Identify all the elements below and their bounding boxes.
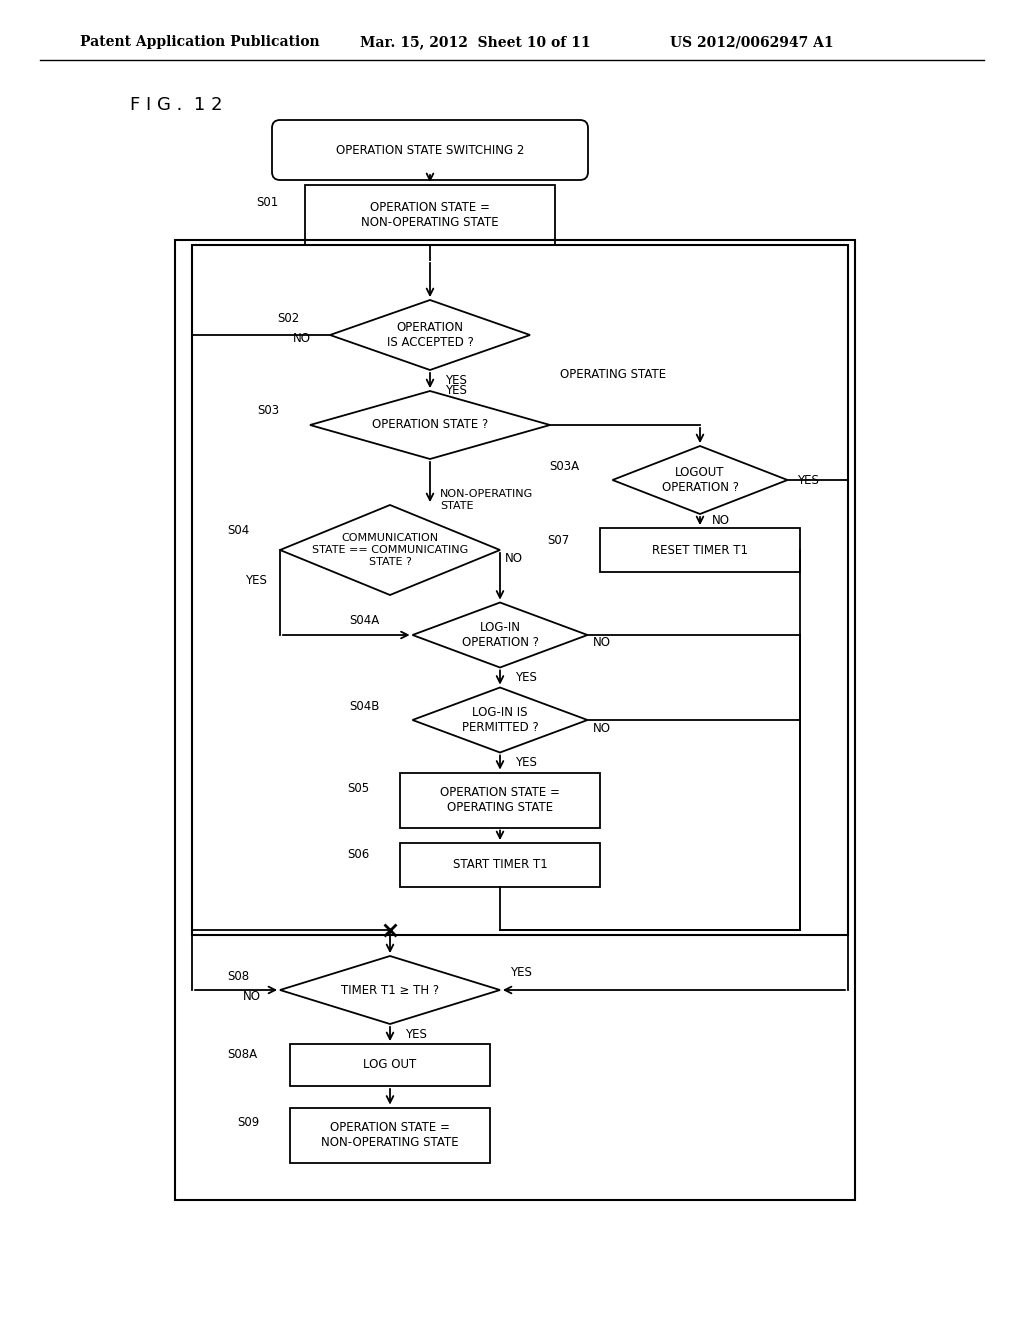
Text: YES: YES [445,384,467,397]
Text: OPERATION STATE =
OPERATING STATE: OPERATION STATE = OPERATING STATE [440,785,560,814]
Bar [400,843,600,887]
Bar [600,528,800,572]
Text: YES: YES [406,1027,427,1040]
Bar [175,240,855,1200]
Text: YES: YES [515,671,537,684]
Text: S01: S01 [256,197,279,210]
Bar [290,1044,490,1086]
Text: LOG-IN
OPERATION ?: LOG-IN OPERATION ? [462,620,539,649]
Text: OPERATION STATE SWITCHING 2: OPERATION STATE SWITCHING 2 [336,144,524,157]
Text: OPERATION
IS ACCEPTED ?: OPERATION IS ACCEPTED ? [387,321,473,348]
Text: OPERATION STATE =
NON-OPERATING STATE: OPERATION STATE = NON-OPERATING STATE [322,1121,459,1148]
Text: OPERATION STATE =
NON-OPERATING STATE: OPERATION STATE = NON-OPERATING STATE [361,201,499,228]
Bar [400,772,600,828]
Text: NO: NO [712,515,730,528]
Text: S07: S07 [547,533,569,546]
Text: LOGOUT
OPERATION ?: LOGOUT OPERATION ? [662,466,738,494]
Bar [305,185,555,246]
Text: OPERATION STATE ?: OPERATION STATE ? [372,418,488,432]
Text: START TIMER T1: START TIMER T1 [453,858,548,871]
Text: S09: S09 [237,1117,259,1130]
Bar [290,1107,490,1163]
Text: NO: NO [293,333,311,346]
Text: YES: YES [798,474,819,487]
Text: S04: S04 [227,524,249,536]
Polygon shape [413,688,588,752]
Text: S08A: S08A [227,1048,257,1061]
Polygon shape [280,506,500,595]
Text: S05: S05 [347,781,369,795]
Text: TIMER T1 ≥ TH ?: TIMER T1 ≥ TH ? [341,983,439,997]
Polygon shape [413,602,588,668]
Text: S03: S03 [257,404,280,417]
FancyBboxPatch shape [272,120,588,180]
Text: S04B: S04B [349,700,380,713]
Text: LOG-IN IS
PERMITTED ?: LOG-IN IS PERMITTED ? [462,706,539,734]
Text: S06: S06 [347,849,369,862]
Text: NO: NO [243,990,261,1002]
Text: US 2012/0062947 A1: US 2012/0062947 A1 [670,36,834,49]
Text: NO: NO [505,552,523,565]
Text: S02: S02 [276,313,299,326]
Polygon shape [280,956,500,1024]
Text: YES: YES [245,573,267,586]
Text: S04A: S04A [349,615,380,627]
Polygon shape [330,300,530,370]
Text: YES: YES [445,374,467,387]
Text: Patent Application Publication: Patent Application Publication [80,36,319,49]
Text: F I G .  1 2: F I G . 1 2 [130,96,222,114]
Text: YES: YES [510,965,531,978]
Text: Mar. 15, 2012  Sheet 10 of 11: Mar. 15, 2012 Sheet 10 of 11 [360,36,591,49]
Text: RESET TIMER T1: RESET TIMER T1 [652,544,748,557]
Text: NO: NO [593,722,610,734]
Text: S08: S08 [227,969,249,982]
Text: NO: NO [593,636,610,649]
Bar [193,246,848,935]
Text: COMMUNICATION
STATE == COMMUNICATING
STATE ?: COMMUNICATION STATE == COMMUNICATING STA… [312,533,468,566]
Text: OPERATING STATE: OPERATING STATE [560,368,667,381]
Text: LOG OUT: LOG OUT [364,1059,417,1072]
Text: S03A: S03A [550,459,580,473]
Polygon shape [310,391,550,459]
Polygon shape [612,446,787,513]
Text: NON-OPERATING
STATE: NON-OPERATING STATE [440,488,534,511]
Text: YES: YES [515,756,537,770]
